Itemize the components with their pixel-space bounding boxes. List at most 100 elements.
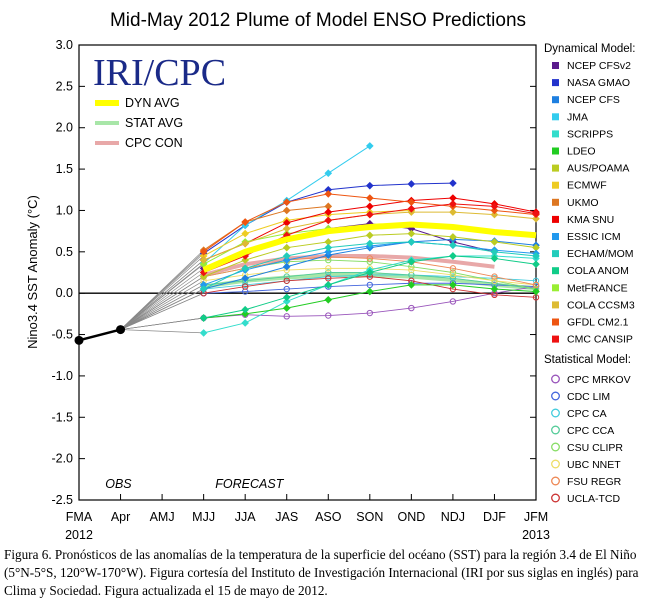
x-tick-label: Apr: [111, 510, 130, 524]
series-point: [282, 256, 291, 264]
legend-swatch: [552, 267, 559, 275]
obs-label: OBS: [105, 477, 132, 491]
legend-label: CPC MRKOV: [567, 374, 631, 386]
series-point: [407, 198, 416, 207]
legend-swatch: [552, 284, 559, 292]
legend-swatch: [552, 335, 559, 343]
y-tick-label: -1.5: [51, 410, 73, 424]
series-point: [449, 252, 457, 260]
forecast-connector: [120, 268, 204, 330]
legend-label: JMA: [567, 111, 588, 123]
series-point: [490, 238, 499, 246]
statistical-heading: Statistical Model:: [544, 354, 631, 366]
series-point: [283, 313, 290, 320]
forecast-connector: [120, 255, 204, 330]
series-point: [241, 239, 250, 248]
forecast-connector: [120, 276, 204, 330]
series-point: [365, 142, 374, 150]
series-point: [449, 271, 457, 279]
x-tick-label: DJF: [483, 510, 506, 524]
forecast-connector: [120, 259, 204, 330]
series-point: [366, 255, 374, 262]
observed-point: [74, 335, 84, 345]
legend-swatch: [552, 96, 559, 104]
series-point: [282, 206, 291, 215]
legend-swatch: [551, 442, 560, 452]
forecast-connector: [120, 317, 204, 330]
legend-swatch: [552, 62, 559, 69]
y-tick-label: -2.5: [51, 493, 73, 507]
series-point: [282, 224, 291, 233]
series-point: [449, 298, 457, 305]
y-tick-label: 1.5: [56, 162, 73, 176]
legend-swatch: [551, 374, 560, 384]
series-point: [490, 254, 499, 263]
x-tick-label: OND: [397, 510, 425, 524]
series-line: [203, 259, 537, 290]
series-point: [449, 179, 457, 187]
x-tick-label: MJJ: [192, 510, 215, 524]
legend-swatch: [552, 301, 559, 309]
y-tick-label: -2.0: [51, 452, 73, 466]
y-tick-label: 1.0: [56, 203, 73, 217]
series-point: [366, 309, 374, 317]
y-tick-label: 2.0: [56, 121, 73, 135]
series-point: [325, 312, 332, 319]
y-tick-label: 0.5: [56, 245, 73, 259]
series-line: [203, 228, 329, 265]
series-point: [241, 305, 250, 314]
legend-swatch: [552, 215, 559, 223]
series-point: [365, 181, 374, 190]
legend-swatch: [552, 164, 559, 172]
legend-label: GFDL CM2.1: [567, 317, 629, 329]
series-point: [325, 275, 332, 282]
enso-plume-chart: Mid-May 2012 Plume of Model ENSO Predict…: [25, 10, 635, 542]
series-point: [532, 277, 540, 284]
forecast-connector: [120, 284, 204, 330]
legend-swatch: [552, 113, 559, 121]
legend-label: UKMO: [567, 197, 599, 209]
series-point: [491, 277, 498, 284]
legend-label: CPC CCA: [567, 425, 614, 437]
series-point: [282, 262, 291, 271]
series-point: [283, 277, 290, 284]
series-point: [407, 229, 416, 238]
y-tick-label: -0.5: [51, 328, 73, 342]
series-point: [532, 243, 540, 252]
y-tick-label: 2.5: [56, 79, 73, 93]
series-point: [365, 202, 374, 211]
series-line: [203, 256, 537, 286]
series-point: [324, 216, 333, 225]
dyn-avg-line: [202, 221, 537, 273]
series-point: [324, 281, 333, 289]
series-point: [199, 329, 208, 337]
legend-swatch: [552, 181, 559, 189]
inset-legend-label: DYN AVG: [125, 96, 180, 110]
x-tick-label: ASO: [315, 510, 342, 524]
series-point: [532, 281, 540, 289]
series-point: [241, 319, 250, 327]
series-point: [366, 281, 374, 289]
legend-swatch: [551, 408, 560, 418]
series-point: [282, 297, 291, 306]
series-point: [282, 304, 291, 312]
series-point: [532, 209, 540, 218]
series-point: [449, 281, 457, 289]
legend-swatch: [551, 493, 560, 503]
series-point: [324, 190, 333, 198]
legend-label: CSU CLIPR: [567, 442, 623, 454]
series-point: [408, 304, 415, 312]
year-label: 2013: [522, 528, 550, 542]
series-point: [365, 194, 374, 202]
legend-label: SCRIPPS: [567, 128, 613, 140]
series-point: [532, 260, 540, 269]
legend-label: NASA GMAO: [567, 77, 630, 89]
forecast-connector: [120, 251, 204, 330]
series-line: [203, 282, 537, 294]
series-point: [407, 180, 416, 188]
series-point: [241, 218, 250, 226]
series-point: [199, 256, 208, 264]
series-point: [283, 285, 290, 293]
forecast-connector: [120, 288, 204, 330]
legend-swatch: [551, 459, 560, 469]
